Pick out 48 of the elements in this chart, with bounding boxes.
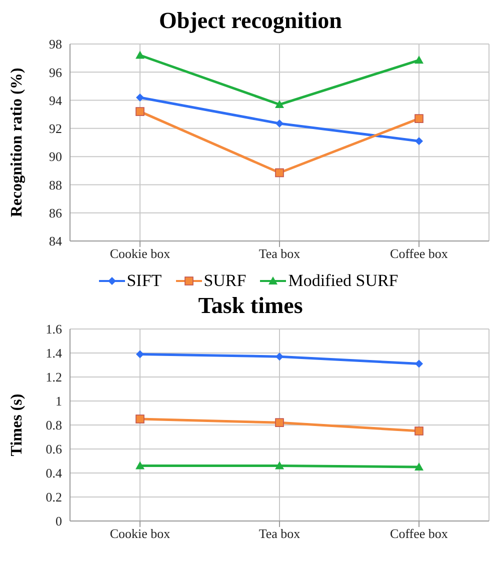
x-tick-label: Cookie box bbox=[110, 526, 171, 542]
chart-title: Task times bbox=[197, 293, 304, 319]
point bbox=[136, 50, 144, 59]
x-tick-label: Tea box bbox=[258, 526, 301, 542]
x-tick-label: Cookie box bbox=[110, 246, 171, 262]
y-tick-label: 98 bbox=[49, 36, 62, 52]
legend-label: Modified SURF bbox=[288, 271, 398, 291]
y-tick-label: 92 bbox=[49, 121, 62, 136]
x-tick-label: Tea box bbox=[258, 246, 301, 262]
x-tick-label: Coffee box bbox=[390, 526, 448, 542]
y-tick-label: 0 bbox=[56, 514, 62, 529]
point bbox=[414, 114, 424, 123]
y-tick-label: 86 bbox=[49, 205, 62, 220]
point bbox=[136, 350, 144, 358]
point bbox=[415, 360, 423, 368]
y-axis-title: Times (s) bbox=[8, 394, 26, 456]
y-tick-label: 1.2 bbox=[46, 370, 62, 385]
x-tick-label: Coffee box bbox=[390, 246, 448, 262]
legend-label: SURF bbox=[204, 271, 246, 291]
point bbox=[275, 461, 284, 470]
point bbox=[414, 426, 424, 436]
point bbox=[136, 414, 144, 424]
y-tick-label: 0.4 bbox=[46, 466, 62, 481]
point bbox=[136, 461, 144, 470]
point bbox=[136, 107, 144, 116]
y-tick-label: 94 bbox=[49, 92, 62, 108]
y-tick-label: 84 bbox=[49, 234, 62, 249]
point bbox=[275, 168, 284, 178]
point bbox=[276, 120, 284, 128]
point bbox=[414, 56, 424, 64]
y-tick-label: 1 bbox=[56, 394, 62, 409]
point bbox=[275, 418, 284, 427]
y-tick-label: 0.8 bbox=[46, 418, 62, 433]
point bbox=[136, 93, 144, 102]
point bbox=[275, 100, 284, 108]
y-tick-label: 1.6 bbox=[46, 322, 62, 337]
legend-label: SIFT bbox=[126, 271, 162, 291]
y-tick-label: 0.6 bbox=[46, 442, 62, 457]
y-tick-label: 1.4 bbox=[46, 346, 62, 361]
y-tick-label: 88 bbox=[49, 177, 62, 192]
chart-title: Object recognition bbox=[158, 8, 343, 34]
y-tick-label: 0.2 bbox=[46, 490, 62, 505]
y-axis-title: Recognition ratio (%) bbox=[8, 68, 26, 218]
y-tick-label: 96 bbox=[49, 64, 62, 80]
y-tick-label: 90 bbox=[49, 149, 62, 164]
point bbox=[276, 352, 284, 361]
point bbox=[415, 137, 423, 146]
point bbox=[414, 462, 424, 470]
